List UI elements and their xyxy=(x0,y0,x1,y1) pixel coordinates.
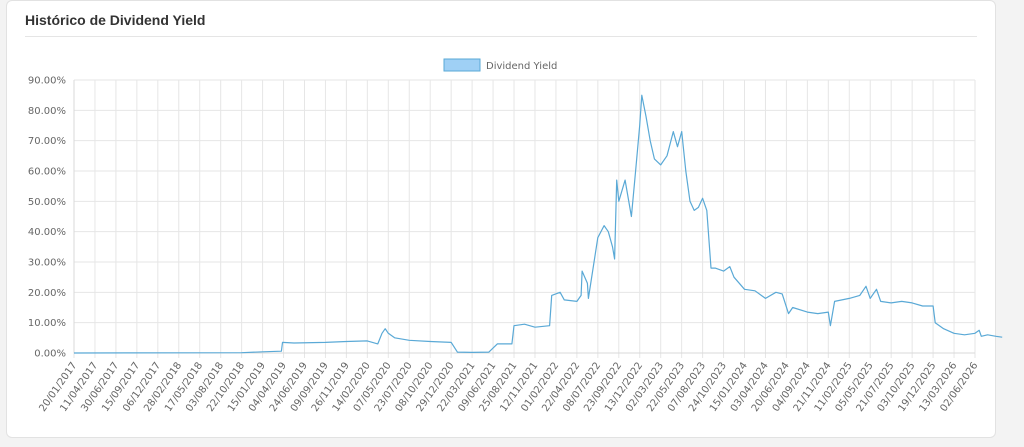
y-tick-label: 50.00% xyxy=(28,197,66,208)
y-tick-label: 40.00% xyxy=(28,227,66,238)
legend-label: Dividend Yield xyxy=(486,61,557,72)
y-tick-label: 20.00% xyxy=(28,288,66,299)
legend-swatch xyxy=(443,58,481,72)
card-title: Histórico de Dividend Yield xyxy=(25,12,206,28)
y-tick-label: 10.00% xyxy=(28,318,66,329)
title-divider xyxy=(25,36,977,37)
y-tick-label: 0.00% xyxy=(34,349,66,360)
dividend-yield-card: Histórico de Dividend Yield xyxy=(6,0,996,438)
y-tick-label: 70.00% xyxy=(28,136,66,147)
y-tick-label: 30.00% xyxy=(28,258,66,269)
y-tick-label: 80.00% xyxy=(28,106,66,117)
series-line-dividend-yield xyxy=(73,94,1003,354)
y-tick-label: 60.00% xyxy=(28,167,66,178)
y-tick-label: 90.00% xyxy=(28,76,66,87)
